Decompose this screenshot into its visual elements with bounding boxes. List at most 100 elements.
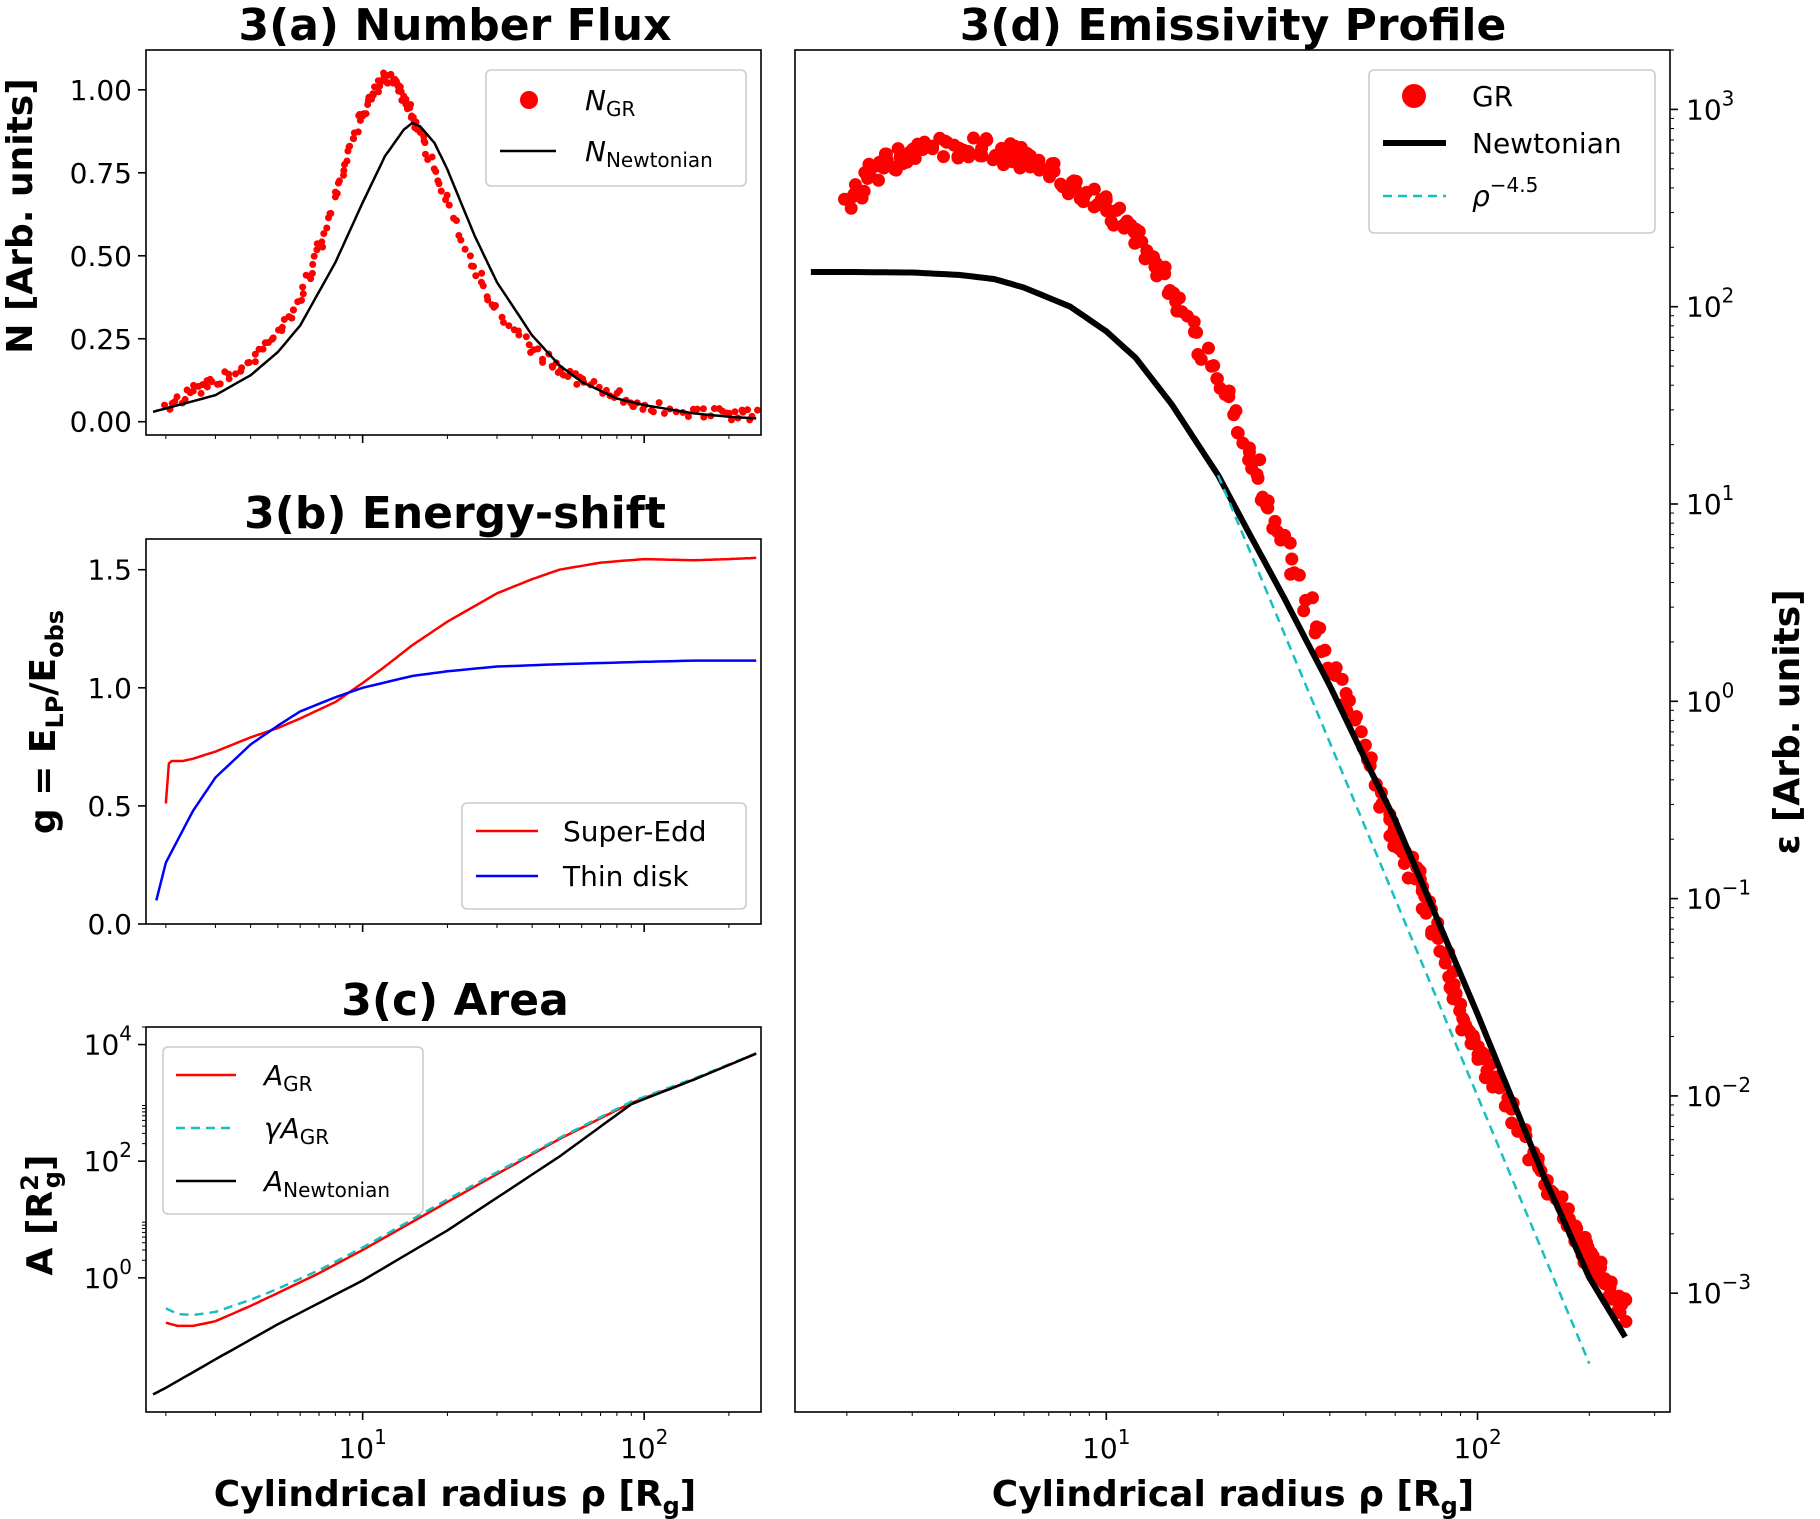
panel-c-title: 3(c) Area xyxy=(341,975,569,1026)
panel-a-title: 3(a) Number Flux xyxy=(238,0,671,51)
series-a-n-gr-point xyxy=(384,79,392,87)
series-d-gr-point xyxy=(1318,643,1332,657)
panel-a-ylabel: N [Arb. units] xyxy=(0,78,41,353)
legend-superedd: Super-Edd xyxy=(563,815,707,848)
series-d-gr-point xyxy=(1242,445,1256,459)
series-d-gr-point xyxy=(1207,359,1221,373)
series-a-n-gr-point xyxy=(334,179,342,187)
series-a-n-gr-point xyxy=(331,188,339,196)
series-a-n-gr-point xyxy=(478,269,486,277)
series-d-gr-point xyxy=(1087,182,1101,196)
panel-a-frame xyxy=(145,49,762,436)
series-a-n-gr-point xyxy=(161,401,169,409)
series-a-n-gr-point xyxy=(385,71,393,79)
series-d-gr-point xyxy=(936,150,950,164)
series-a-n-gr-point xyxy=(371,83,379,91)
panel-b-legend: Super-Edd Thin disk xyxy=(461,802,747,910)
series-a-n-gr-point xyxy=(339,171,347,179)
series-d-gr-point xyxy=(1194,352,1208,366)
series-a-n-gr-point xyxy=(313,246,321,254)
series-a-n-gr-point xyxy=(323,224,331,232)
series-a-n-gr-point xyxy=(590,378,598,386)
series-a-n-gr-point xyxy=(238,364,246,372)
series-a-n-gr-point xyxy=(432,167,440,175)
series-d-gr-point xyxy=(1603,1281,1617,1295)
series-a-n-gr-point xyxy=(354,128,362,136)
ytick-label-b: 0.0 xyxy=(87,908,132,941)
panel-b-ylabel: g = ELP/Eobs xyxy=(23,610,69,834)
series-a-n-gr-point xyxy=(693,405,701,413)
panel-c-legend: AGR γAGR ANewtonian xyxy=(162,1046,424,1215)
series-d-gr-point xyxy=(1132,225,1146,239)
panel-d-ylabel: ε [Arb. units] xyxy=(1767,589,1808,854)
series-a-n-gr-point xyxy=(299,283,307,291)
series-d-gr-point xyxy=(1594,1255,1608,1269)
series-a-n-gr-point xyxy=(189,387,197,395)
series-b-super-edd-line xyxy=(164,556,757,804)
series-d-gr-point xyxy=(961,145,975,159)
series-a-n-gr-point xyxy=(491,301,499,309)
series-a-n-gr-point xyxy=(615,387,623,395)
series-c-a-newtonian-line xyxy=(152,1052,757,1396)
series-a-n-gr-point xyxy=(725,409,733,417)
series-d-gr-point xyxy=(1187,315,1201,329)
legend-nnewt: NNewtonian xyxy=(585,135,713,172)
series-a-n-gr-point xyxy=(259,345,267,353)
ytick-label-a: 0.75 xyxy=(70,157,132,190)
xtick-label-c: 102 xyxy=(620,1425,668,1465)
series-a-n-gr-point xyxy=(225,375,233,383)
series-a-n-gr-point xyxy=(299,290,307,298)
panel-b: 3(b) Energy-shift g = ELP/Eobs 0.0 0.5 1.0… xyxy=(23,488,762,941)
series-d-gr-point xyxy=(1231,426,1245,440)
legend-thindisk: Thin disk xyxy=(562,860,689,893)
series-a-n-gr-point xyxy=(320,230,328,238)
panel-b-title: 3(b) Energy-shift xyxy=(244,488,666,539)
ytick-label-d: 10−1 xyxy=(1686,876,1751,916)
series-a-n-gr-point xyxy=(573,380,581,388)
series-a-n-gr-point xyxy=(203,383,211,391)
series-a-n-gr-point xyxy=(421,150,429,158)
ytick-label-d: 103 xyxy=(1686,86,1734,126)
panel-c-frame xyxy=(145,1026,762,1413)
ytick-label-d: 10−3 xyxy=(1686,1270,1751,1310)
series-a-n-gr-point xyxy=(269,334,277,342)
legend-gagr: γAGR xyxy=(264,1112,329,1149)
panel-b-frame xyxy=(145,538,762,925)
series-a-n-gr-point xyxy=(421,139,429,147)
series-a-n-gr-point xyxy=(744,406,752,414)
legend-powerlaw: ρ−4.5 xyxy=(1472,173,1538,213)
series-a-n-gr-point xyxy=(297,296,305,304)
series-a-n-gr-point xyxy=(452,216,460,224)
series-a-n-gr-point xyxy=(181,395,189,403)
legend-newtonian: Newtonian xyxy=(1472,127,1622,160)
ytick-label-d: 100 xyxy=(1686,678,1734,718)
series-a-n-gr-point xyxy=(420,133,428,141)
series-a-n-gr-point xyxy=(307,275,315,283)
xtick-label-c: 101 xyxy=(338,1425,386,1465)
legend-ngr-marker xyxy=(520,91,538,109)
series-d-gr-point xyxy=(857,184,871,198)
panel-d: 3(d) Emissivity Profile ε [Arb. units] 1… xyxy=(794,0,1808,1519)
series-a-n-gr-point xyxy=(173,393,181,401)
series-a-n-gr-point xyxy=(406,104,414,112)
ytick-label-d: 101 xyxy=(1686,481,1734,521)
series-a-n-gr-point xyxy=(362,110,370,118)
series-a-n-gr-point xyxy=(445,201,453,209)
series-a-n-gr-point xyxy=(349,135,357,143)
series-d-gr-point xyxy=(1342,694,1356,708)
series-d-gr-point xyxy=(979,132,993,146)
series-b-thin-disk-line xyxy=(155,659,757,901)
series-a-n-gr-point xyxy=(649,408,657,416)
series-d-gr-point xyxy=(1292,568,1306,582)
ytick-label-c: 104 xyxy=(84,1022,132,1062)
ytick-label-a: 1.00 xyxy=(70,74,132,107)
legend-gr: GR xyxy=(1472,80,1513,113)
ytick-label-d: 10−2 xyxy=(1686,1073,1751,1113)
series-a-n-gr-point xyxy=(428,153,436,161)
legend-gr-marker xyxy=(1402,84,1426,108)
legend-ngr: NGR xyxy=(585,84,635,121)
series-d-gr-point xyxy=(1285,552,1299,566)
series-d-gr-point xyxy=(872,173,886,187)
series-a-n-gr-point xyxy=(534,345,542,353)
